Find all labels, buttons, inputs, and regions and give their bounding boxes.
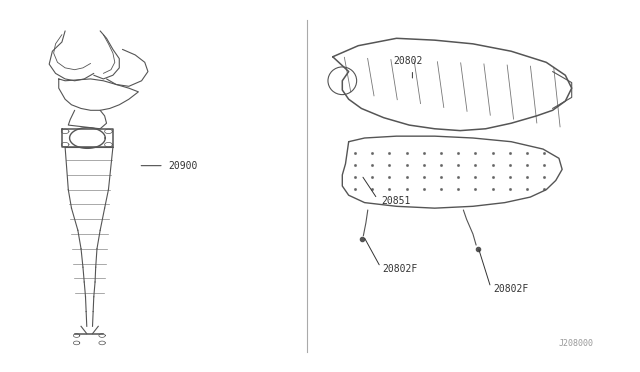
- Text: 20851: 20851: [381, 196, 410, 206]
- Text: J208000: J208000: [559, 340, 594, 349]
- Text: 20802F: 20802F: [383, 264, 418, 274]
- Text: 20802: 20802: [393, 56, 422, 66]
- Text: 20802F: 20802F: [493, 284, 529, 294]
- Text: 20900: 20900: [168, 161, 198, 171]
